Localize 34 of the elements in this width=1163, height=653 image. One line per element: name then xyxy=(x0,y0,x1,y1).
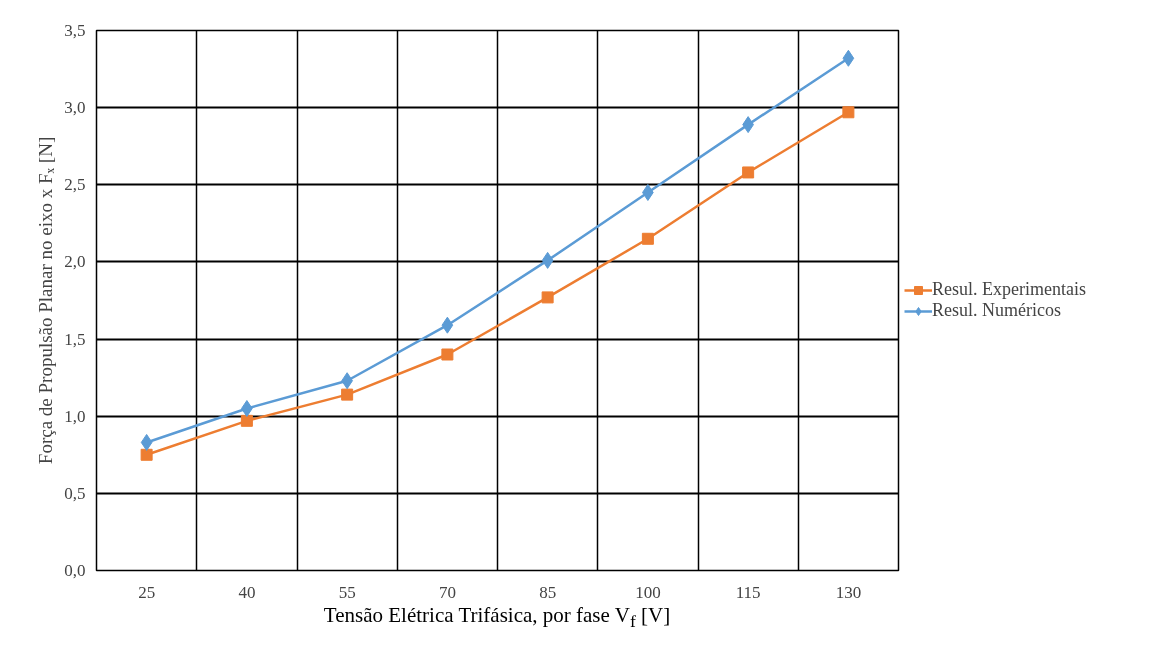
point xyxy=(842,49,855,67)
legend-label: Resul. Numéricos xyxy=(932,300,1061,321)
point xyxy=(140,448,153,461)
x-tick-label: 55 xyxy=(338,582,356,602)
x-axis-title: Tensão Elétrica Trifásica, por fase V$_{f}$ [V] xyxy=(323,602,671,634)
x-tick-label: 115 xyxy=(735,582,761,602)
x-tick-label: 25 xyxy=(138,582,156,602)
y-tick-label: 2,0 xyxy=(64,252,86,272)
point xyxy=(441,348,454,361)
point xyxy=(341,388,354,401)
y-axis-title: Força de Propulsão Planar no eixo x Fₓ [N] xyxy=(35,136,57,465)
y-tick-label: 3,0 xyxy=(64,98,86,118)
x-tick-label: 70 xyxy=(438,582,456,602)
y-tick-label: 1,0 xyxy=(64,406,86,426)
point xyxy=(642,184,654,201)
y-tick-label: 0,5 xyxy=(64,483,86,503)
point xyxy=(240,414,253,427)
x-tick-label: 40 xyxy=(238,582,256,602)
point xyxy=(140,433,153,451)
y-tick-label: 2,5 xyxy=(64,175,86,195)
point xyxy=(541,251,554,269)
point xyxy=(441,316,454,334)
x-tick-label: 85 xyxy=(539,582,557,602)
y-tick-label: 0,0 xyxy=(64,561,86,580)
x-tick-label: 130 xyxy=(835,582,862,602)
point xyxy=(742,166,755,179)
point xyxy=(241,400,253,417)
x-tick-label: 100 xyxy=(635,582,661,602)
legend-label: Resul. Experimentais xyxy=(932,279,1086,300)
point xyxy=(641,232,654,245)
y-tick-label: 1,5 xyxy=(64,329,86,349)
point xyxy=(842,106,855,119)
y-tick-label: 3,5 xyxy=(64,21,86,40)
point xyxy=(541,291,554,304)
